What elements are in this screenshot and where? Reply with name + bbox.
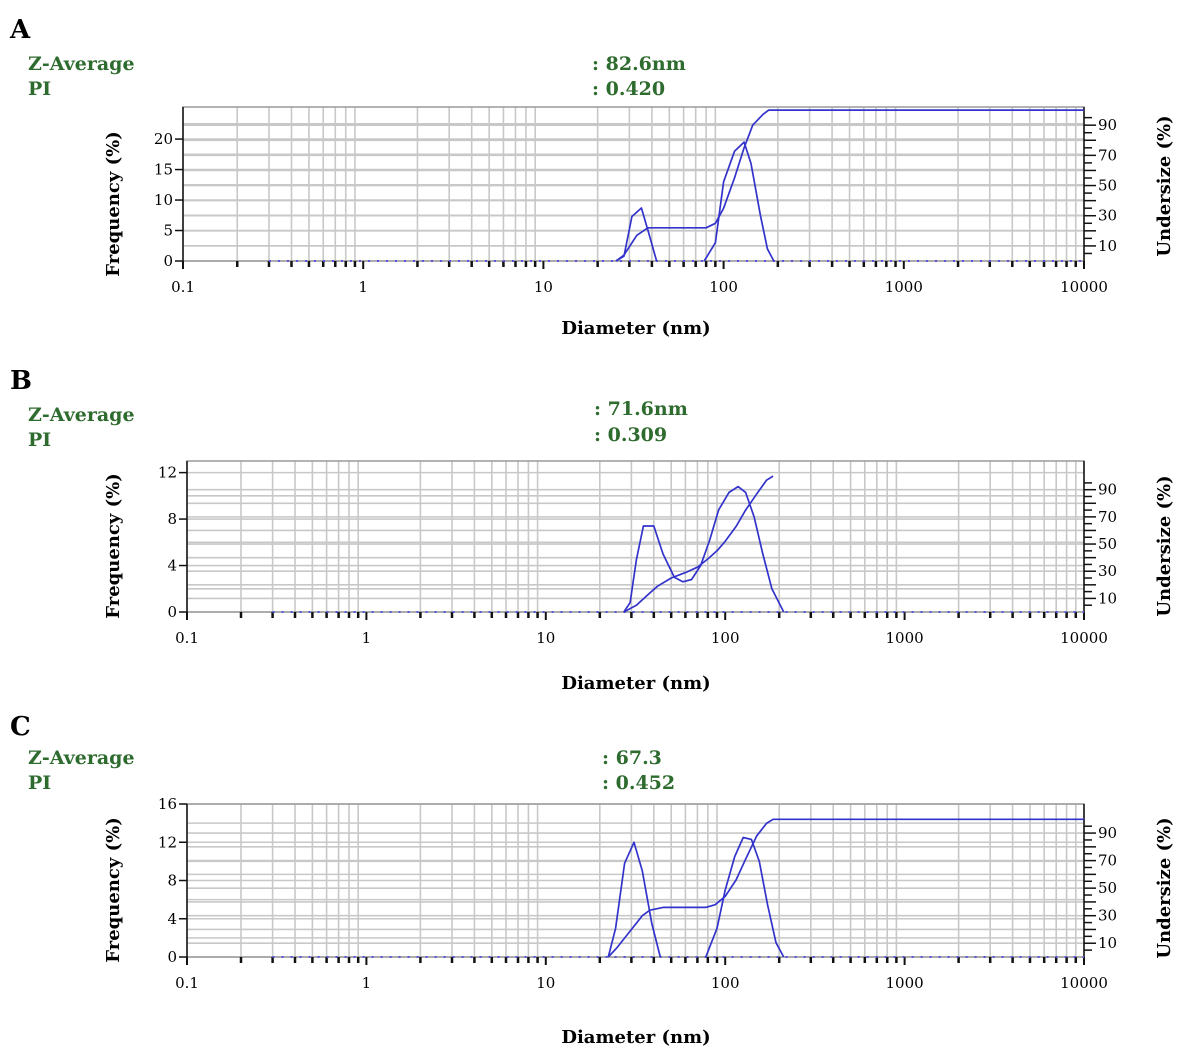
y-right-tick-label: 50 <box>1098 879 1117 897</box>
pi-value: : 0.452 <box>602 772 675 794</box>
panel-letter: C <box>10 712 31 742</box>
x-tick-label: 1 <box>362 974 372 992</box>
y-right-tick-label: 10 <box>1098 589 1117 607</box>
y-right-tick-label: 30 <box>1098 562 1117 580</box>
y-axis-left-title: Frequency (%) <box>103 131 124 276</box>
x-tick-label: 1 <box>358 278 368 296</box>
x-tick-label: 100 <box>711 974 740 992</box>
y-left-tick-label: 4 <box>167 910 177 928</box>
y-right-tick-label: 30 <box>1098 907 1117 925</box>
y-right-tick-label: 10 <box>1098 934 1117 952</box>
y-right-tick-label: 70 <box>1098 852 1117 870</box>
x-tick-label: 10 <box>534 278 553 296</box>
grid <box>183 107 1084 261</box>
x-tick-label: 10000 <box>1060 629 1108 647</box>
panel-letter: A <box>9 15 31 45</box>
frequency-curve <box>624 487 784 612</box>
y-axis-right-title: Undersize (%) <box>1154 817 1175 958</box>
z-average-value: : 82.6nm <box>592 53 686 75</box>
panel-letter: B <box>10 366 32 396</box>
y-left-tick-label: 12 <box>158 833 177 851</box>
y-left-tick-label: 15 <box>154 161 173 179</box>
y-left-tick-label: 0 <box>167 603 177 621</box>
y-right-tick-label: 70 <box>1098 146 1117 164</box>
y-left-tick-label: 12 <box>158 464 177 482</box>
y-axis-left-title: Frequency (%) <box>103 473 124 618</box>
x-tick-label: 0.1 <box>171 278 195 296</box>
y-left-tick-label: 8 <box>167 510 177 528</box>
x-axis-title: Diameter (nm) <box>561 318 710 339</box>
pi-value: : 0.309 <box>594 424 667 446</box>
x-tick-label: 0.1 <box>175 974 199 992</box>
grid <box>187 804 1084 957</box>
x-tick-label: 100 <box>711 629 740 647</box>
y-right-tick-label: 50 <box>1098 535 1117 553</box>
y-axis-right-title: Undersize (%) <box>1154 475 1175 616</box>
x-tick-label: 1000 <box>885 278 923 296</box>
plot-frame <box>183 107 1084 261</box>
grid <box>187 461 1084 612</box>
y-left-tick-label: 10 <box>154 191 173 209</box>
x-tick-label: 1000 <box>886 629 924 647</box>
x-tick-label: 1000 <box>886 974 924 992</box>
x-tick-label: 0.1 <box>175 629 199 647</box>
panel-c: C Z-Average PI : 67.3 : 0.452 Frequency … <box>10 712 1175 1048</box>
y-axis-left-title: Frequency (%) <box>103 817 124 962</box>
x-axis-title: Diameter (nm) <box>561 673 710 694</box>
panel-a: A Z-Average PI : 82.6nm : 0.420 Frequenc… <box>9 15 1175 339</box>
panel-b: B Z-Average PI : 71.6nm : 0.309 Frequenc… <box>10 366 1175 694</box>
y-left-tick-label: 0 <box>167 948 177 966</box>
y-left-tick-label: 16 <box>158 795 177 813</box>
x-tick-label: 10 <box>536 974 555 992</box>
y-right-tick-label: 70 <box>1098 508 1117 526</box>
y-left-tick-label: 0 <box>163 252 173 270</box>
pi-value: : 0.420 <box>592 78 665 100</box>
y-right-tick-label: 30 <box>1098 207 1117 225</box>
z-average-label: Z-Average <box>28 53 135 75</box>
z-average-label: Z-Average <box>28 404 135 426</box>
y-axis-right-title: Undersize (%) <box>1154 115 1175 256</box>
pi-label: PI <box>28 78 51 100</box>
y-left-tick-label: 5 <box>163 222 173 240</box>
z-average-label: Z-Average <box>28 747 135 769</box>
pi-label: PI <box>28 429 51 451</box>
z-average-value: : 71.6nm <box>594 398 688 420</box>
y-right-tick-label: 90 <box>1098 116 1117 134</box>
x-tick-label: 10000 <box>1060 278 1108 296</box>
z-average-value: : 67.3 <box>602 747 662 769</box>
x-tick-label: 1 <box>362 629 372 647</box>
x-axis-title: Diameter (nm) <box>561 1027 710 1048</box>
axes: 0 4 8 12 16 10 30 50 70 90 0.1 1 10 100 1000 10000 <box>158 795 1117 992</box>
y-left-tick-label: 8 <box>167 872 177 890</box>
y-right-tick-label: 90 <box>1098 824 1117 842</box>
y-left-tick-label: 20 <box>154 130 173 148</box>
x-tick-label: 10000 <box>1060 974 1108 992</box>
y-right-tick-label: 50 <box>1098 177 1117 195</box>
y-right-tick-label: 90 <box>1098 481 1117 499</box>
x-tick-label: 10 <box>536 629 555 647</box>
y-left-tick-label: 4 <box>167 557 177 575</box>
pi-label: PI <box>28 772 51 794</box>
x-tick-label: 100 <box>709 278 738 296</box>
y-right-tick-label: 10 <box>1098 237 1117 255</box>
axes: 0 5 10 15 20 10 30 50 70 90 0.1 1 10 100 1000 10000 <box>154 107 1117 296</box>
